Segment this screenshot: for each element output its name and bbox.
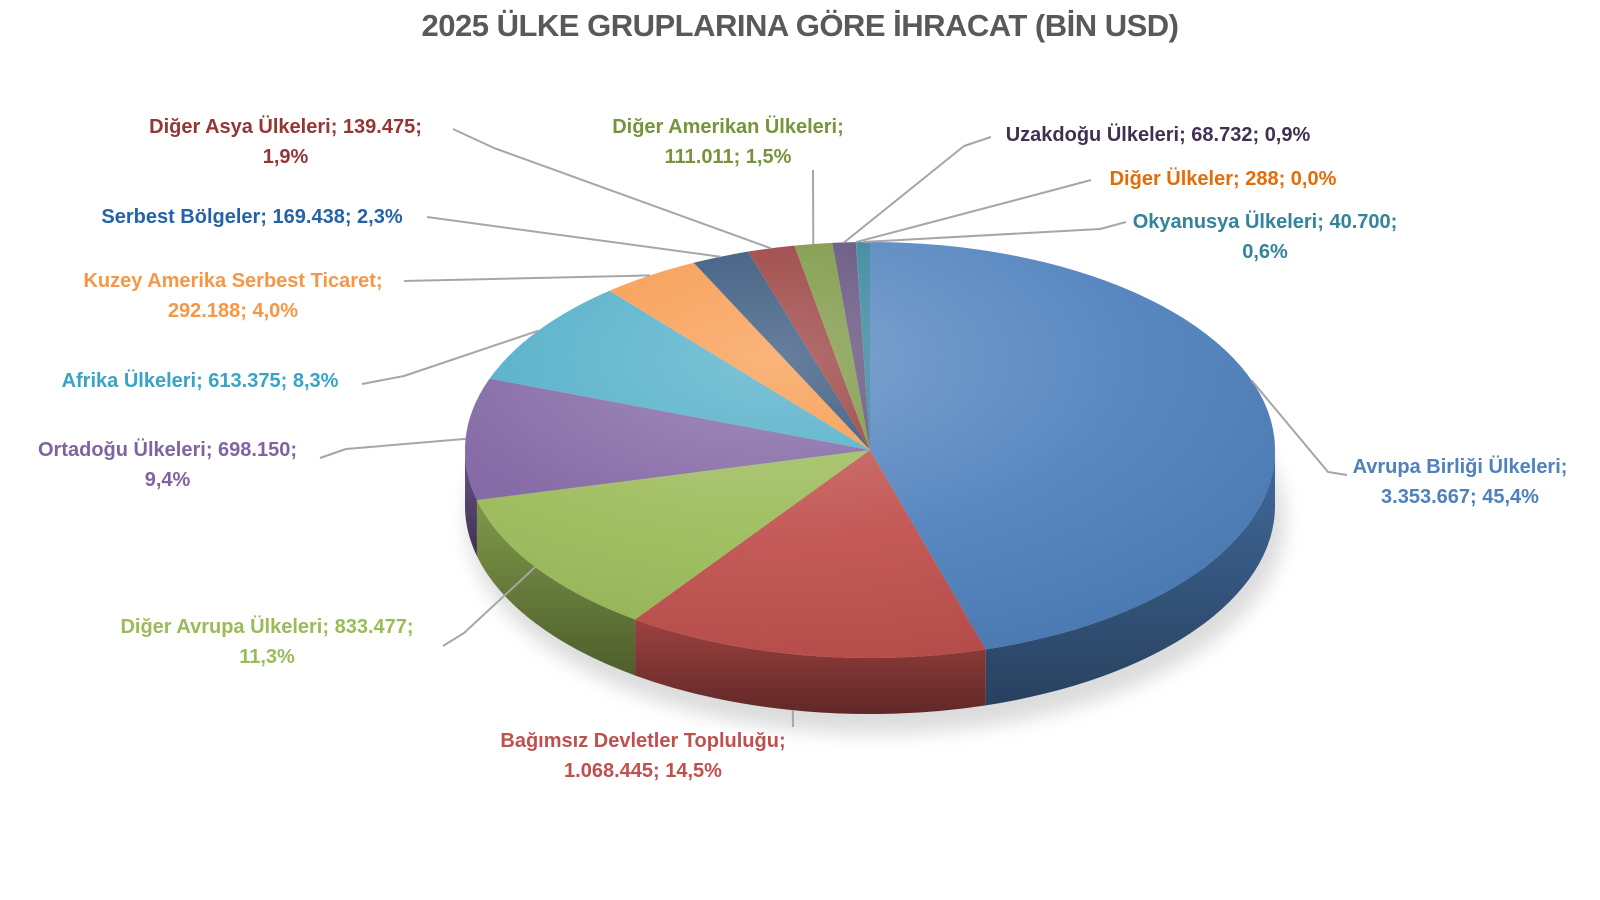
pie-label-line: Ortadoğu Ülkeleri; 698.150; xyxy=(38,439,297,461)
pie-label-3: Ortadoğu Ülkeleri; 698.150; 9,4% xyxy=(15,435,320,495)
leader-line-3 xyxy=(319,437,466,459)
leader-line-0 xyxy=(1251,379,1348,476)
pie-label-line: 0,6% xyxy=(1242,241,1288,263)
pie-label-0: Avrupa Birliği Ülkeleri; 3.353.667; 45,4% xyxy=(1330,452,1590,512)
leader-line-9 xyxy=(843,136,992,244)
leader-line-11 xyxy=(862,221,1127,244)
pie-label-6: Serbest Bölgeler; 169.438; 2,3% xyxy=(72,202,432,232)
pie-label-2: Diğer Avrupa Ülkeleri; 833.477; 11,3% xyxy=(92,612,442,672)
leader-line-5 xyxy=(403,274,650,282)
pie-label-line: Uzakdoğu Ülkeleri; 68.732; 0,9% xyxy=(1005,124,1311,146)
pie-label-line: 3.353.667; 45,4% xyxy=(1381,486,1539,508)
pie-label-10: Diğer Ülkeler; 288; 0,0% xyxy=(1088,164,1358,194)
pie-label-line: Bağımsız Devletler Topluluğu; xyxy=(500,730,786,752)
pie-label-line: 11,3% xyxy=(239,646,295,668)
pie-label-line: 1,9% xyxy=(262,146,309,168)
pie-label-line: Diğer Ülkeler; 288; 0,0% xyxy=(1109,168,1337,190)
pie-label-line: Avrupa Birliği Ülkeleri; xyxy=(1352,456,1568,478)
pie-label-4: Afrika Ülkeleri; 613.375; 8,3% xyxy=(30,366,370,396)
pie-label-line: Okyanusya Ülkeleri; 40.700; xyxy=(1132,211,1398,233)
pie-label-9: Uzakdoğu Ülkeleri; 68.732; 0,9% xyxy=(978,120,1338,150)
pie-label-line: 292.188; 4,0% xyxy=(167,300,299,322)
pie-label-line: Serbest Bölgeler; 169.438; 2,3% xyxy=(101,206,403,228)
pie-label-line: Afrika Ülkeleri; 613.375; 8,3% xyxy=(61,370,339,392)
chart-title: 2025 ÜLKE GRUPLARINA GÖRE İHRACAT (BİN U… xyxy=(421,8,1180,43)
leader-line-2 xyxy=(442,566,536,647)
pie-label-line: 9,4% xyxy=(144,469,191,491)
leader-line-10 xyxy=(855,179,1092,244)
pie-label-line: 111.011; 1,5% xyxy=(664,146,792,168)
pie-label-11: Okyanusya Ülkeleri; 40.700; 0,6% xyxy=(1100,207,1430,267)
pie-label-line: 1.068.445; 14,5% xyxy=(564,760,722,782)
pie-label-line: Kuzey Amerika Serbest Ticaret; xyxy=(83,270,383,292)
pie-label-line: Diğer Avrupa Ülkeleri; 833.477; xyxy=(120,616,414,638)
pie-label-1: Bağımsız Devletler Topluluğu; 1.068.445; … xyxy=(478,726,808,786)
pie-label-line: Diğer Asya Ülkeleri; 139.475; xyxy=(149,116,422,138)
leader-line-6 xyxy=(426,216,721,258)
pie-label-8: Diğer Amerikan Ülkeleri; 111.011; 1,5% xyxy=(578,112,878,172)
pie-slice-side-1[interactable] xyxy=(635,619,986,715)
pie-label-7: Diğer Asya Ülkeleri; 139.475; 1,9% xyxy=(118,112,453,172)
leader-line-4 xyxy=(361,329,539,385)
pie-label-line: Diğer Amerikan Ülkeleri; xyxy=(612,116,844,138)
leader-line-7 xyxy=(452,128,772,250)
pie-label-5: Kuzey Amerika Serbest Ticaret; 292.188; 4… xyxy=(63,266,403,326)
